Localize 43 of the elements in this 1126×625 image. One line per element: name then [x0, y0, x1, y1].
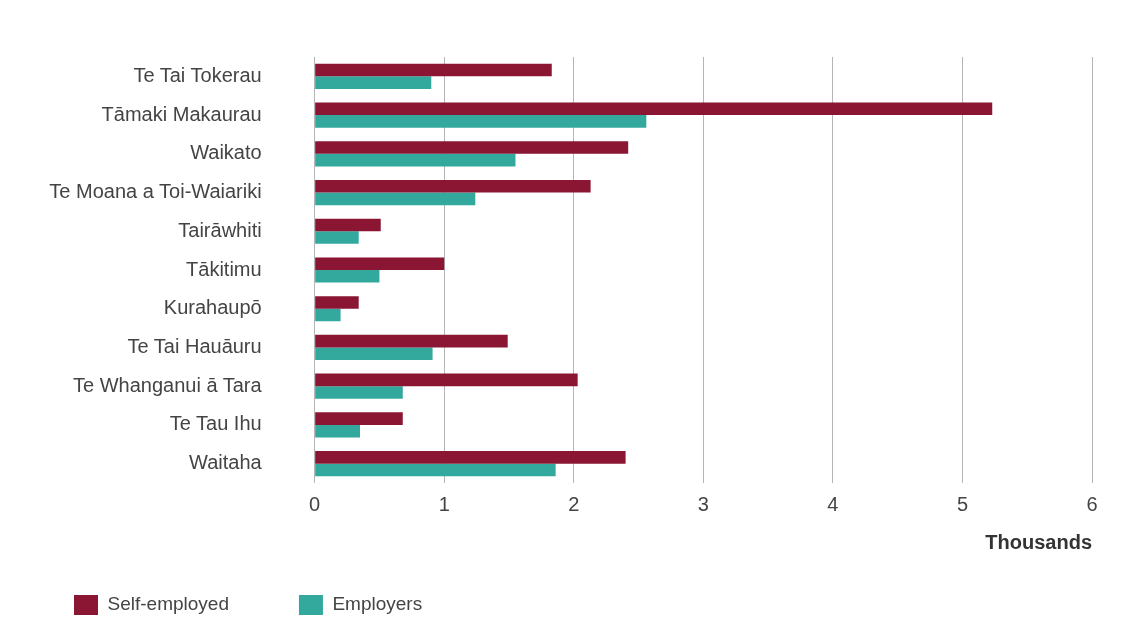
y-tick-label: Tākitimu	[186, 257, 262, 280]
bar	[315, 347, 433, 361]
bar	[315, 63, 552, 77]
legend-label: Employers	[332, 593, 423, 615]
y-tick-label: Te Whanganui ā Tara	[73, 373, 263, 396]
bar	[315, 296, 359, 309]
bar	[315, 424, 361, 438]
x-tick-label: 5	[956, 492, 969, 515]
x-tick-label: 1	[438, 492, 450, 515]
bar	[315, 257, 445, 270]
bar	[315, 451, 626, 464]
y-tick-label: Waitaha	[189, 451, 263, 474]
y-tick-label: Tairāwhiti	[178, 218, 262, 241]
y-tick-label: Te Tai Hauāuru	[127, 334, 262, 357]
bar	[315, 270, 380, 283]
bar	[315, 192, 476, 206]
x-axis-title: Thousands	[985, 530, 1092, 553]
y-tick-label: Te Moana a Toi-Waiariki	[49, 180, 262, 203]
x-tick-label: 0	[309, 492, 321, 515]
y-tick-label: Waikato	[190, 141, 262, 164]
bar	[315, 386, 403, 399]
bar	[315, 463, 556, 477]
bar	[315, 308, 341, 322]
bar	[315, 179, 591, 193]
bar	[315, 76, 432, 89]
bar	[315, 141, 629, 154]
bar	[315, 334, 508, 348]
y-tick-label: Tāmaki Makaurau	[101, 102, 262, 125]
bar	[315, 102, 993, 116]
bar	[315, 373, 578, 387]
legend-label: Self-employed	[107, 593, 229, 615]
y-tick-label: Kurahaupō	[163, 296, 262, 319]
x-tick-label: 4	[827, 492, 839, 515]
y-tick-label: Te Tau Ihu	[169, 412, 262, 435]
y-tick-label: Te Tai Tokerau	[133, 63, 262, 86]
bar	[315, 412, 403, 425]
bar	[315, 231, 359, 244]
bar	[315, 115, 647, 128]
bar	[315, 218, 381, 232]
x-tick-label: 2	[568, 492, 580, 515]
x-tick-label: 6	[1086, 492, 1098, 515]
bar	[315, 153, 516, 167]
x-tick-label: 3	[697, 492, 709, 515]
